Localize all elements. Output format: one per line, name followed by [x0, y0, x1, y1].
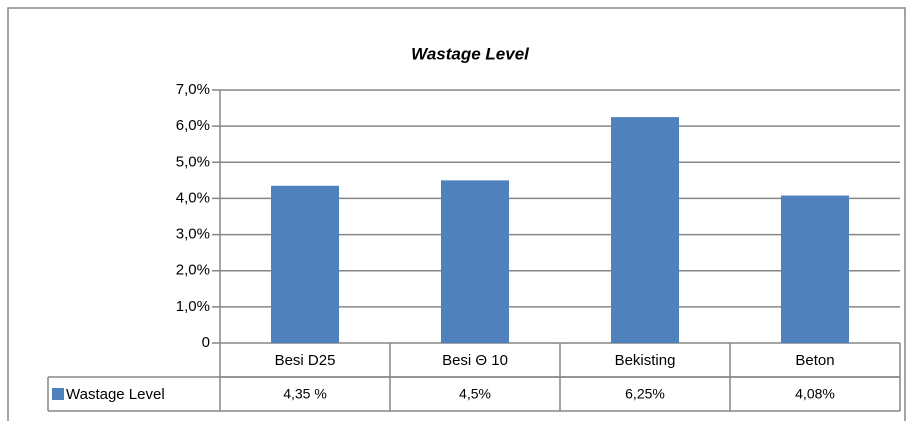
bar	[611, 117, 679, 343]
y-tick-label: 1,0%	[176, 298, 210, 315]
y-tick-label: 7,0%	[176, 81, 210, 98]
legend-label: Wastage Level	[66, 386, 165, 403]
data-table-value: 6,25%	[625, 386, 665, 402]
legend-key	[52, 388, 64, 400]
bar	[781, 195, 849, 343]
data-table-value: 4,08%	[795, 386, 835, 402]
data-table-value: 4,5%	[459, 386, 491, 402]
x-tick-label: Besi D25	[275, 352, 336, 369]
y-tick-label: 2,0%	[176, 262, 210, 279]
data-table-value: 4,35 %	[283, 386, 327, 402]
chart-title: Wastage Level	[411, 44, 530, 63]
x-tick-label: Bekisting	[615, 352, 676, 369]
y-tick-label: 4,0%	[176, 189, 210, 206]
y-tick-label: 3,0%	[176, 226, 210, 243]
bar	[441, 180, 509, 343]
y-tick-label: 6,0%	[176, 117, 210, 134]
x-tick-label: Beton	[795, 352, 834, 369]
x-tick-label: Besi Θ 10	[442, 352, 508, 369]
y-tick-label: 0	[202, 334, 210, 351]
bar	[271, 185, 339, 343]
y-tick-label: 5,0%	[176, 153, 210, 170]
